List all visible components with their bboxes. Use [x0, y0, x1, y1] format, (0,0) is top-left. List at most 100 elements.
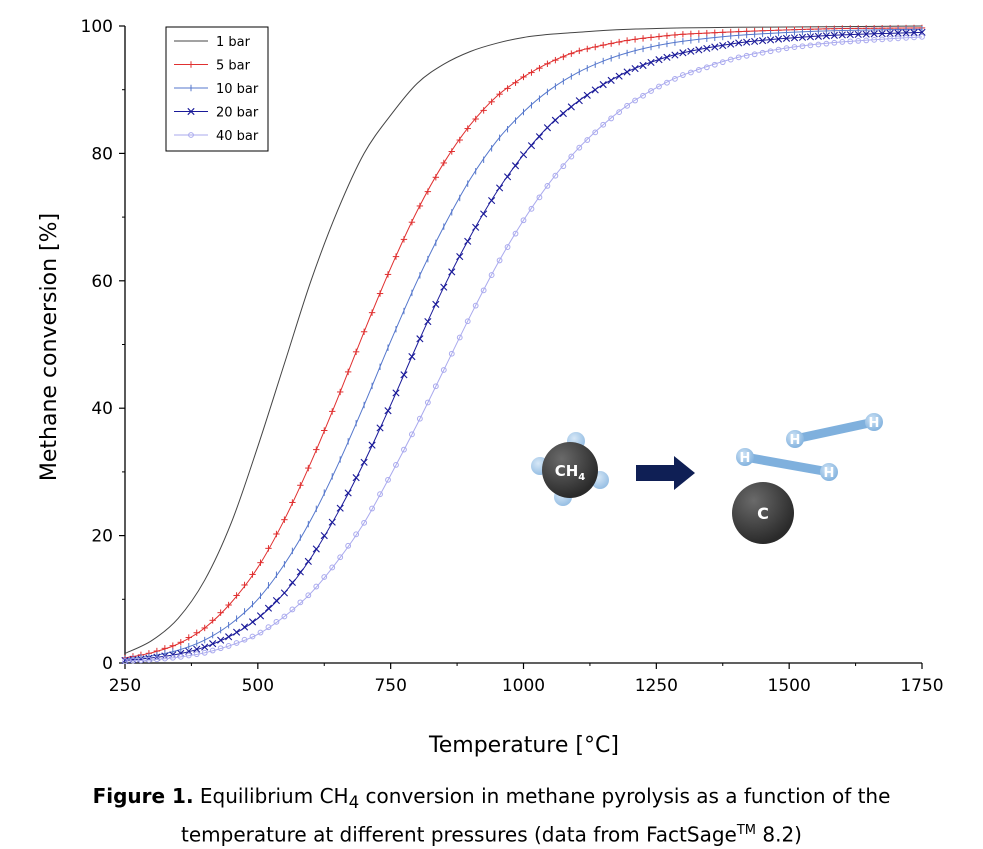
data-point [616, 109, 623, 116]
data-point [544, 182, 551, 189]
data-point [575, 97, 583, 105]
data-point [735, 39, 743, 47]
data-point [584, 137, 591, 143]
x-tick-label: 750 [374, 676, 406, 696]
caption-text-2a: temperature at different pressures (data… [181, 822, 737, 847]
hydrogen-atom [786, 430, 804, 448]
data-point [672, 75, 678, 82]
data-point [360, 328, 368, 335]
data-point [527, 142, 536, 150]
data-point [297, 599, 304, 606]
marker-stroke [559, 109, 567, 118]
data-point [528, 205, 535, 212]
data-point [902, 29, 910, 37]
hydrogen-atom [820, 463, 838, 481]
data-point [217, 645, 224, 652]
data-point [680, 72, 686, 78]
data-point [878, 30, 886, 38]
data-point [376, 424, 384, 432]
marker-stroke [862, 30, 870, 38]
data-point [249, 571, 256, 578]
data-point [687, 30, 695, 38]
data-point [408, 218, 416, 226]
carbon-label: C [757, 504, 769, 523]
legend-entry: 20 bar [216, 106, 259, 121]
marker-stroke [918, 28, 926, 36]
marker-stroke [392, 389, 400, 397]
marker-stroke [655, 56, 663, 64]
marker-stroke [511, 162, 520, 170]
data-point [599, 81, 607, 89]
data-point [911, 34, 917, 41]
marker-stroke [416, 335, 424, 343]
marker-stroke [328, 518, 336, 526]
data-point [862, 30, 870, 38]
x-axis-title: Temperature [°C] [428, 733, 619, 758]
y-tick-label: 40 [91, 399, 113, 419]
data-point [647, 58, 655, 67]
data-point [201, 643, 209, 651]
h2-bond [790, 417, 879, 444]
data-point [607, 76, 615, 84]
data-point [806, 33, 815, 41]
data-point [655, 33, 663, 40]
data-point [560, 53, 567, 61]
marker-stroke [187, 107, 195, 116]
data-point [488, 196, 496, 205]
data-point [313, 583, 320, 590]
data-point [272, 596, 281, 605]
data-point [512, 230, 519, 237]
data-point [416, 335, 424, 343]
data-point [185, 634, 192, 641]
data-point [615, 72, 623, 80]
data-point [130, 657, 136, 664]
marker-stroke [759, 37, 767, 45]
marker-stroke [304, 557, 312, 565]
data-point [376, 290, 384, 297]
data-point [177, 653, 184, 660]
marker-stroke [312, 545, 320, 553]
caption-text-1b: conversion in methane pyrolysis as a fun… [359, 784, 891, 808]
data-point [592, 129, 599, 136]
marker-stroke [472, 223, 480, 231]
data-point [615, 38, 623, 46]
data-point [695, 30, 703, 37]
marker-stroke [647, 58, 655, 67]
marker-stroke [384, 407, 392, 415]
data-point [416, 202, 424, 210]
legend-entry: 10 bar [216, 82, 259, 97]
marker-stroke [599, 81, 607, 89]
data-point [384, 407, 392, 415]
data-point [782, 34, 791, 42]
data-point [520, 217, 527, 224]
data-point [511, 162, 520, 170]
data-point [352, 348, 360, 356]
marker-stroke [488, 196, 496, 205]
data-point [201, 649, 208, 656]
legend-entry: 40 bar [216, 129, 259, 144]
data-point [815, 41, 822, 48]
data-point [265, 545, 272, 552]
marker-stroke [185, 647, 193, 655]
marker-stroke [798, 33, 807, 41]
data-point [353, 531, 360, 538]
data-point [568, 153, 575, 160]
data-point [727, 40, 735, 48]
data-point [193, 629, 200, 636]
marker-stroke [591, 86, 599, 94]
ch4-molecule: CH4 [531, 432, 609, 506]
marker-stroke [217, 636, 225, 644]
data-point [392, 253, 400, 260]
marker-stroke [240, 623, 249, 631]
hydrogen-label: H [869, 416, 880, 431]
data-point [232, 628, 241, 636]
marker-stroke [615, 72, 623, 80]
data-point [233, 640, 240, 646]
data-point [384, 271, 392, 278]
hydrogen-label: H [790, 433, 801, 448]
marker-stroke [902, 29, 910, 37]
data-point [790, 34, 799, 42]
marker-stroke [336, 504, 344, 512]
data-point [743, 52, 750, 59]
marker-stroke [480, 210, 488, 218]
